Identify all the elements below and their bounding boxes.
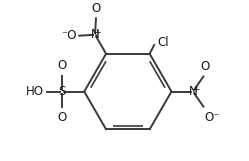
Text: N: N <box>91 28 100 41</box>
Text: O: O <box>58 111 67 124</box>
Text: O: O <box>58 59 67 72</box>
Text: Cl: Cl <box>157 36 169 49</box>
Text: ⁻O: ⁻O <box>61 29 77 42</box>
Text: HO: HO <box>26 85 44 98</box>
Text: +: + <box>192 85 199 94</box>
Text: +: + <box>94 28 101 37</box>
Text: O: O <box>91 2 101 15</box>
Text: O⁻: O⁻ <box>205 111 220 123</box>
Text: N: N <box>189 85 198 98</box>
Text: S: S <box>59 85 66 98</box>
Text: O: O <box>200 60 209 73</box>
